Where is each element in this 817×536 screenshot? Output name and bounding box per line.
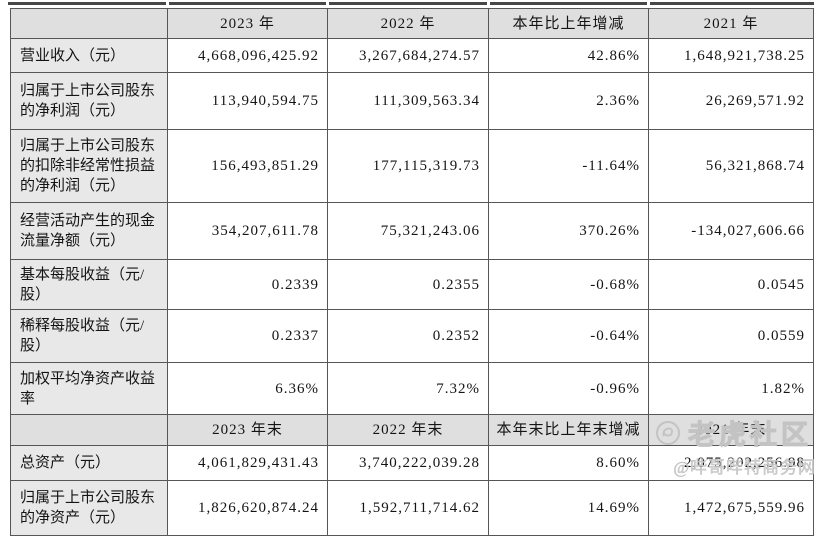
cell-2021: 56,321,868.74	[648, 129, 814, 203]
row-label: 基本每股收益（元/股）	[10, 259, 168, 310]
cell-2021: 1.82%	[648, 362, 814, 415]
cell-change: 370.26%	[488, 202, 649, 260]
corner-cell	[10, 414, 168, 446]
table-row-basic-eps: 基本每股收益（元/股） 0.2339 0.2355 -0.68% 0.0545	[10, 259, 814, 310]
cell-2022: 7.32%	[327, 362, 489, 415]
band-segment	[490, 2, 647, 5]
cell-change: 2.36%	[488, 72, 649, 130]
cell-2023: 6.36%	[167, 362, 328, 415]
table-row-operating-cash-flow: 经营活动产生的现金流量净额（元） 354,207,611.78 75,321,2…	[10, 202, 814, 260]
cell-2022: 3,740,222,039.28	[327, 445, 489, 481]
cell-change: 42.86%	[488, 38, 649, 73]
cell-2021: 26,269,571.92	[648, 72, 814, 130]
col-header-2023: 2023 年	[167, 8, 328, 39]
table-row-diluted-eps: 稀释每股收益（元/股） 0.2337 0.2352 -0.64% 0.0559	[10, 309, 814, 363]
cell-2022: 3,267,684,274.57	[327, 38, 489, 73]
cell-2022: 1,592,711,714.62	[327, 480, 489, 536]
cell-change: -0.68%	[488, 259, 649, 310]
col-header-2023-end: 2023 年末	[167, 414, 328, 446]
col-header-2022: 2022 年	[327, 8, 489, 39]
cell-change: 14.69%	[488, 480, 649, 536]
col-header-end-change: 本年末比上年末增减	[488, 414, 649, 446]
cell-2023: 156,493,851.29	[167, 129, 328, 203]
band-segment	[650, 2, 814, 5]
band-segment	[8, 2, 166, 5]
cell-2021: 2,075,202,256.98	[648, 445, 814, 481]
table-row-deducted-net-profit: 归属于上市公司股东的扣除非经常性损益的净利润（元） 156,493,851.29…	[10, 129, 814, 203]
cell-2021: -134,027,606.66	[648, 202, 814, 260]
row-label: 营业收入（元）	[10, 38, 168, 73]
cell-2023: 354,207,611.78	[167, 202, 328, 260]
cell-2023: 4,668,096,425.92	[167, 38, 328, 73]
table-row-revenue: 营业收入（元） 4,668,096,425.92 3,267,684,274.5…	[10, 38, 814, 73]
table-row-net-assets: 归属于上市公司股东的净资产（元） 1,826,620,874.24 1,592,…	[10, 480, 814, 536]
year-end-header-row: 2023 年末 2022 年末 本年末比上年末增减 2021 年末	[10, 414, 814, 446]
band-segment	[169, 2, 326, 5]
cropped-content-band	[8, 2, 814, 5]
col-header-change: 本年比上年增减	[488, 8, 649, 39]
cell-2022: 75,321,243.06	[327, 202, 489, 260]
cell-2021: 0.0559	[648, 309, 814, 363]
cell-2022: 177,115,319.73	[327, 129, 489, 203]
year-header-row: 2023 年 2022 年 本年比上年增减 2021 年	[10, 8, 814, 39]
financial-summary-table: 2023 年 2022 年 本年比上年增减 2021 年 营业收入（元） 4,6…	[10, 8, 814, 536]
row-label: 归属于上市公司股东的扣除非经常性损益的净利润（元）	[10, 129, 168, 203]
col-header-2022-end: 2022 年末	[327, 414, 489, 446]
row-label: 总资产（元）	[10, 445, 168, 481]
cell-2021: 0.0545	[648, 259, 814, 310]
cell-2022: 0.2355	[327, 259, 489, 310]
cell-2021: 1,472,675,559.96	[648, 480, 814, 536]
cell-2023: 0.2339	[167, 259, 328, 310]
cell-2023: 4,061,829,431.43	[167, 445, 328, 481]
cell-2023: 1,826,620,874.24	[167, 480, 328, 536]
row-label: 稀释每股收益（元/股）	[10, 309, 168, 363]
cell-change: -11.64%	[488, 129, 649, 203]
cell-change: -0.64%	[488, 309, 649, 363]
cell-change: -0.96%	[488, 362, 649, 415]
corner-cell	[10, 8, 168, 39]
cell-2022: 111,309,563.34	[327, 72, 489, 130]
table-row-net-profit: 归属于上市公司股东的净利润（元） 113,940,594.75 111,309,…	[10, 72, 814, 130]
row-label: 归属于上市公司股东的净利润（元）	[10, 72, 168, 130]
row-label: 加权平均净资产收益率	[10, 362, 168, 415]
col-header-2021-end: 2021 年末	[648, 414, 814, 446]
cell-2023: 0.2337	[167, 309, 328, 363]
table-row-weighted-avg-roe: 加权平均净资产收益率 6.36% 7.32% -0.96% 1.82%	[10, 362, 814, 415]
cell-2021: 1,648,921,738.25	[648, 38, 814, 73]
cell-change: 8.60%	[488, 445, 649, 481]
table-row-total-assets: 总资产（元） 4,061,829,431.43 3,740,222,039.28…	[10, 445, 814, 481]
col-header-2021: 2021 年	[648, 8, 814, 39]
row-label: 归属于上市公司股东的净资产（元）	[10, 480, 168, 536]
row-label: 经营活动产生的现金流量净额（元）	[10, 202, 168, 260]
cell-2023: 113,940,594.75	[167, 72, 328, 130]
band-segment	[329, 2, 487, 5]
cell-2022: 0.2352	[327, 309, 489, 363]
